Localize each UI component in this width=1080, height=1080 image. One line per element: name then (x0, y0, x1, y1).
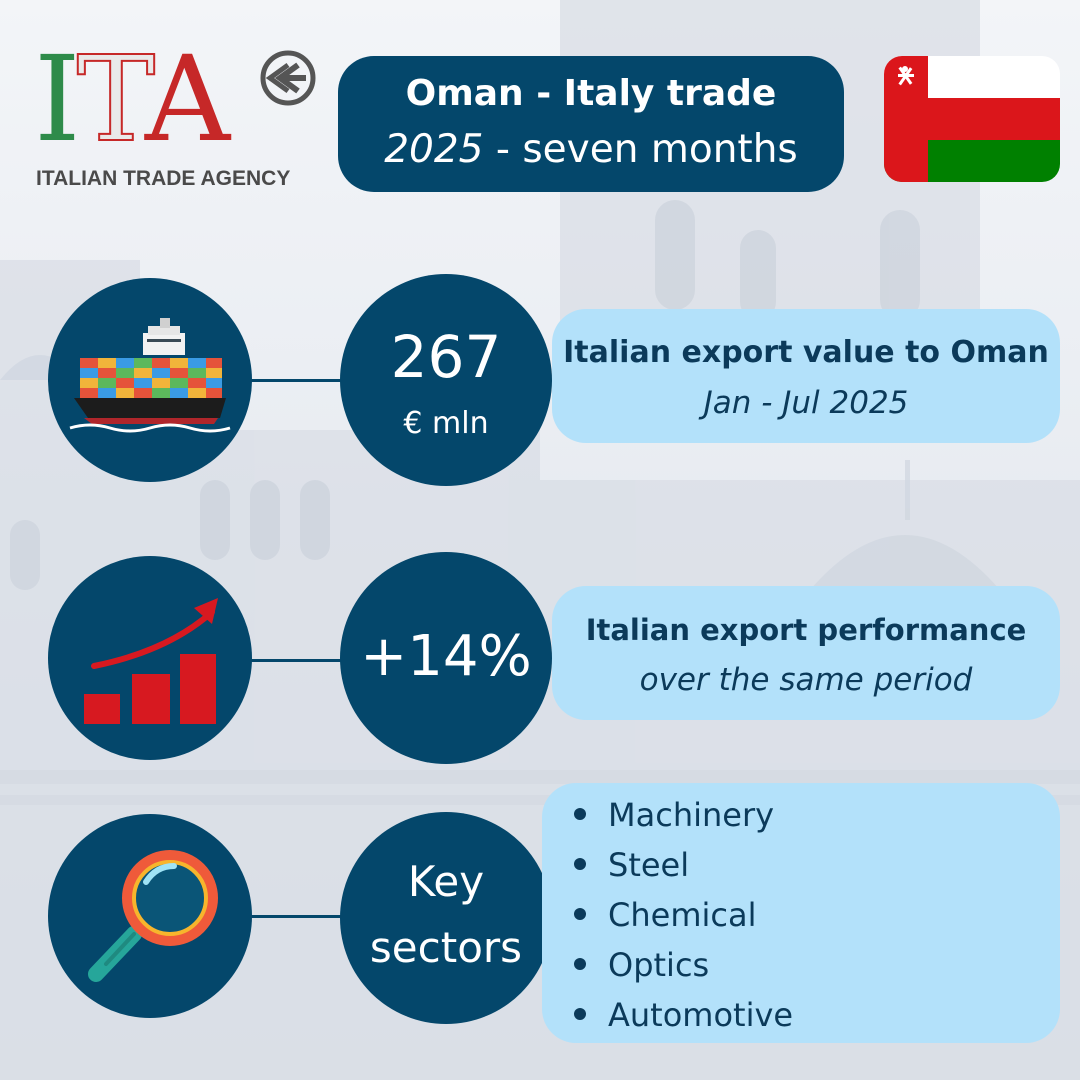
export-value-period: Jan - Jul 2025 (703, 385, 909, 421)
row2-value-circle: +14% (340, 552, 552, 764)
export-performance-period: over the same period (639, 662, 973, 698)
list-item: Steel (574, 843, 689, 887)
bullet-icon (574, 958, 586, 970)
logo-letters: ITA (34, 39, 230, 159)
ita-logo: ITA ITALIAN TRADE AGENCY (34, 39, 334, 200)
list-item: Chemical (574, 893, 756, 937)
bullet-icon (574, 858, 586, 870)
row3-value-circle: Key sectors (340, 812, 552, 1024)
sector-name: Automotive (608, 996, 794, 1034)
title-main: Oman - Italy trade (405, 73, 777, 114)
export-growth-value: +14% (360, 624, 532, 689)
title-pill: Oman - Italy trade 2025 - seven months (338, 56, 844, 192)
ice-arrow-logo-icon (260, 50, 316, 106)
export-value: 267 (390, 323, 502, 391)
logo-letter-i: I (34, 30, 81, 168)
key-sectors-label-line2: sectors (369, 923, 523, 972)
bullet-icon (574, 908, 586, 920)
row1-connector (250, 379, 350, 382)
export-value-title: Italian export value to Oman (563, 335, 1049, 370)
list-item: Automotive (574, 993, 793, 1037)
title-period: 2025 - seven months (338, 126, 844, 174)
oman-flag-icon (884, 56, 1060, 182)
sector-name: Optics (608, 946, 710, 984)
row3-icon-circle (48, 814, 252, 1018)
row2-connector (250, 659, 350, 662)
row1-icon-circle (48, 278, 252, 482)
title-year: 2025 (384, 127, 484, 172)
container-ship-icon (69, 318, 231, 433)
key-sectors-label-line1: Key (407, 857, 485, 906)
sector-name: Chemical (608, 896, 757, 934)
sector-name: Machinery (608, 796, 775, 834)
magnifying-glass-icon (88, 850, 218, 982)
row3-connector (250, 915, 350, 918)
bullet-icon (574, 808, 586, 820)
row2-info-pill: Italian export performance over the same… (552, 586, 1060, 720)
logo-letter-t: T (76, 30, 150, 168)
key-sectors-list: Machinery Steel Chemical Optics Automoti… (542, 783, 1060, 1043)
sector-name: Steel (608, 846, 690, 884)
export-performance-title: Italian export performance (585, 613, 1027, 647)
bullet-icon (574, 1008, 586, 1020)
title-period-text: - seven months (483, 127, 798, 172)
growth-chart-icon (84, 598, 218, 724)
row1-info-pill: Italian export value to Oman Jan - Jul 2… (552, 309, 1060, 443)
export-value-unit: € mln (403, 406, 489, 441)
list-item: Optics (574, 943, 709, 987)
logo-subtitle: ITALIAN TRADE AGENCY (36, 167, 291, 190)
row1-value-circle: 267 € mln (340, 274, 552, 486)
row2-icon-circle (48, 556, 252, 760)
logo-letter-a: A (144, 30, 230, 168)
list-item: Machinery (574, 793, 774, 837)
oman-emblem-icon (898, 66, 914, 86)
